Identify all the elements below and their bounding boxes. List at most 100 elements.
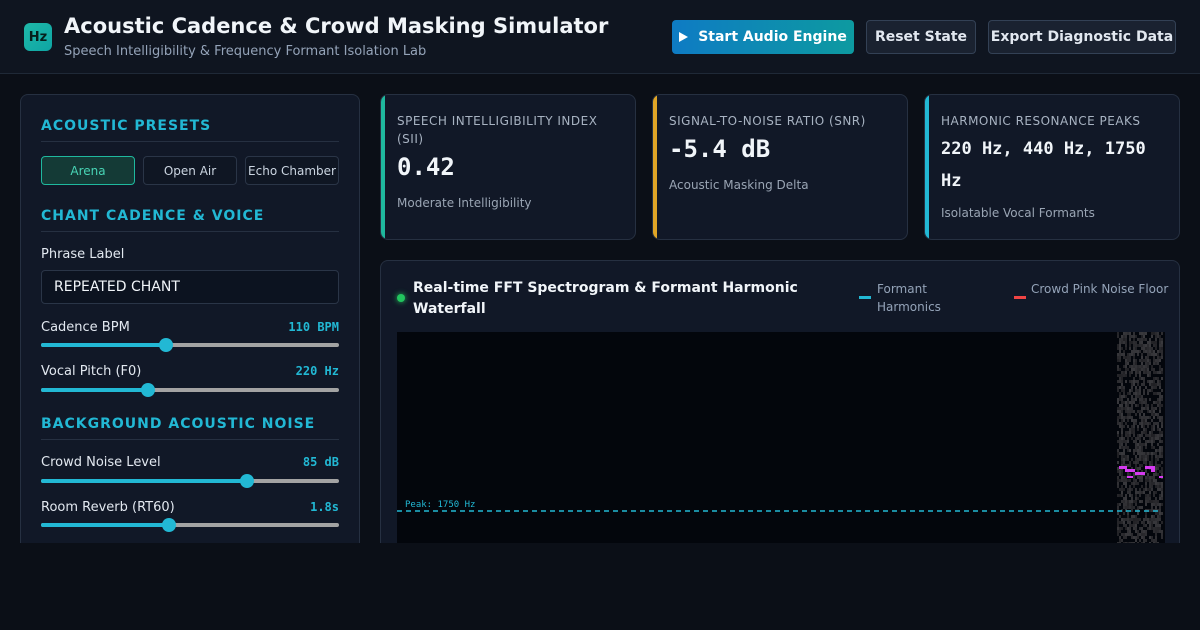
slider-thumb[interactable] (159, 338, 174, 352)
noise-cell (1125, 356, 1127, 359)
start-audio-engine-button[interactable]: Start Audio Engine (672, 20, 854, 54)
noise-cell (1125, 404, 1127, 407)
noise-cell (1131, 404, 1133, 407)
noise-cell (1155, 371, 1157, 374)
slider-thumb[interactable] (141, 383, 156, 397)
noise-cell (1151, 404, 1153, 407)
noise-cell (1159, 404, 1161, 407)
preset-arena-button[interactable]: Arena (41, 156, 135, 185)
noise-cell (1131, 431, 1133, 434)
phrase-input[interactable]: REPEATED CHANT (41, 270, 339, 304)
noise-cell (1133, 410, 1135, 413)
noise-cell (1145, 455, 1147, 458)
noise-cell (1137, 410, 1139, 413)
preset-echo-chamber-button[interactable]: Echo Chamber (245, 156, 339, 185)
noise-legend-label: Crowd Pink Noise Floor (1031, 282, 1169, 296)
noise-cell (1157, 467, 1159, 470)
noise-cell (1153, 452, 1155, 455)
noise-cell (1131, 503, 1133, 506)
noise-cell (1125, 332, 1127, 335)
noise-cell (1129, 485, 1131, 488)
noise-cell (1123, 506, 1125, 509)
reset-state-button[interactable]: Reset State (866, 20, 976, 54)
vocal-pitch-slider[interactable] (41, 383, 339, 397)
noise-cell (1129, 533, 1131, 536)
noise-cell (1133, 344, 1135, 347)
noise-cell (1133, 422, 1135, 425)
noise-cell (1145, 398, 1147, 401)
noise-cell (1121, 428, 1123, 431)
noise-cell (1131, 341, 1133, 344)
cadence-bpm-slider[interactable] (41, 338, 339, 352)
noise-cell (1127, 437, 1129, 440)
noise-cell (1155, 539, 1157, 542)
noise-cell (1117, 431, 1119, 434)
noise-cell (1119, 452, 1121, 455)
noise-cell (1159, 524, 1161, 527)
noise-cell (1123, 536, 1125, 539)
preset-open-air-button[interactable]: Open Air (143, 156, 237, 185)
noise-cell (1153, 368, 1155, 371)
slider-thumb[interactable] (162, 518, 177, 532)
crowd-noise-slider[interactable] (41, 474, 339, 488)
noise-cell (1125, 533, 1127, 536)
noise-cell (1137, 506, 1139, 509)
noise-cell (1151, 539, 1153, 542)
noise-cell (1159, 368, 1161, 371)
noise-cell (1139, 377, 1141, 380)
noise-cell (1145, 401, 1147, 404)
noise-cell (1119, 446, 1121, 449)
noise-cell (1159, 344, 1161, 347)
noise-cell (1149, 383, 1151, 386)
export-diagnostic-data-button[interactable]: Export Diagnostic Data (988, 20, 1176, 54)
spectrogram-canvas[interactable]: Peak: 1750 Hz (397, 332, 1165, 543)
noise-cell (1137, 368, 1139, 371)
noise-cell (1125, 416, 1127, 419)
noise-cell (1117, 380, 1119, 383)
noise-cell (1155, 473, 1157, 476)
noise-cell (1127, 518, 1129, 521)
noise-cell (1127, 512, 1129, 515)
noise-cell (1119, 425, 1121, 428)
noise-cell (1143, 419, 1145, 422)
noise-cell (1145, 386, 1147, 389)
noise-cell (1135, 359, 1137, 362)
noise-cell (1155, 332, 1157, 335)
noise-cell (1119, 416, 1121, 419)
noise-cell (1147, 371, 1149, 374)
snr-metric-desc: Acoustic Masking Delta (669, 178, 809, 192)
noise-cell (1145, 458, 1147, 461)
noise-cell (1117, 479, 1119, 482)
noise-cell (1151, 443, 1153, 446)
vocal-pitch-label: Vocal Pitch (F0) (41, 364, 142, 379)
noise-cell (1141, 383, 1143, 386)
noise-cell (1141, 491, 1143, 494)
noise-cell (1135, 404, 1137, 407)
noise-cell (1161, 521, 1163, 524)
noise-cell (1147, 479, 1149, 482)
noise-cell (1131, 401, 1133, 404)
noise-cell (1131, 419, 1133, 422)
noise-cell (1127, 401, 1129, 404)
noise-cell (1145, 443, 1147, 446)
noise-cell (1145, 476, 1147, 479)
noise-cell (1125, 476, 1127, 479)
noise-cell (1123, 518, 1125, 521)
noise-cell (1145, 530, 1147, 533)
noise-cell (1121, 422, 1123, 425)
noise-cell (1129, 503, 1131, 506)
noise-cell (1123, 533, 1125, 536)
noise-cell (1131, 500, 1133, 503)
noise-cell (1139, 365, 1141, 368)
noise-cell (1121, 371, 1123, 374)
slider-thumb[interactable] (239, 474, 254, 488)
noise-cell (1147, 410, 1149, 413)
noise-cell (1153, 383, 1155, 386)
noise-cell (1135, 455, 1137, 458)
room-reverb-slider[interactable] (41, 518, 339, 532)
noise-cell (1143, 491, 1145, 494)
noise-cell (1143, 377, 1145, 380)
noise-cell (1123, 437, 1125, 440)
noise-cell (1157, 500, 1159, 503)
noise-cell (1151, 437, 1153, 440)
